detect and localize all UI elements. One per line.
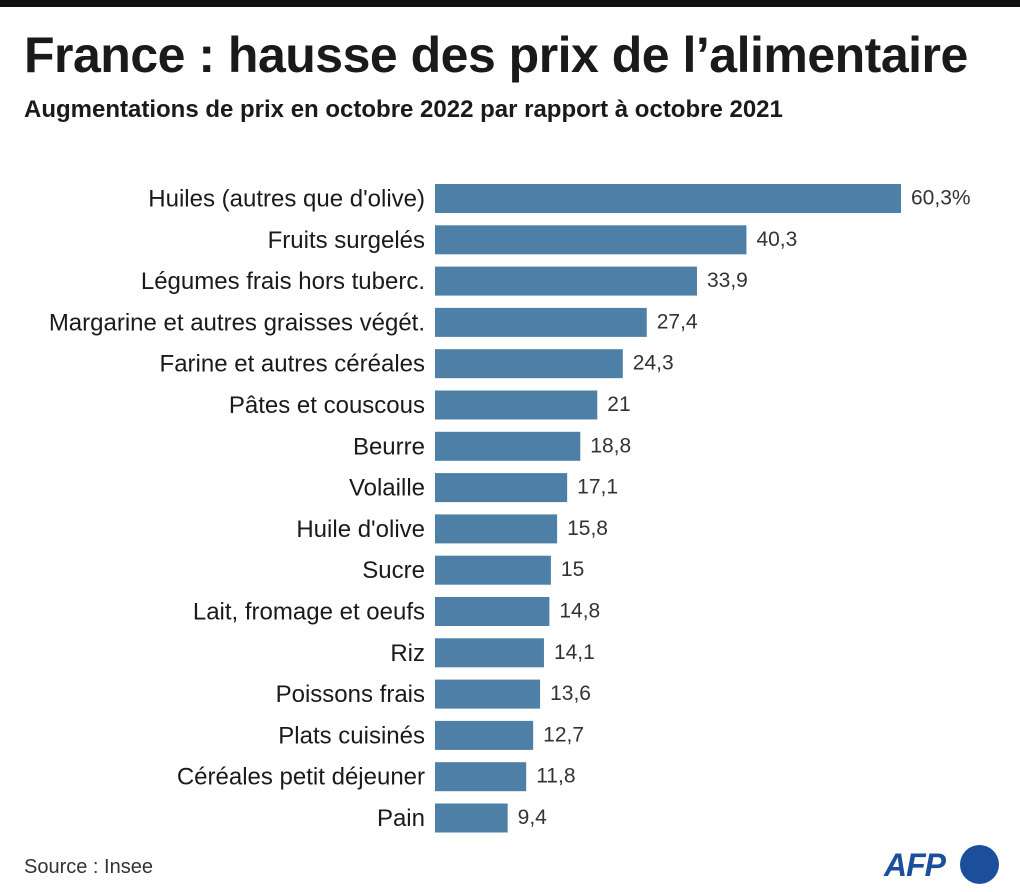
category-label: Volaille bbox=[349, 475, 425, 502]
source-note: Source : Insee bbox=[24, 856, 153, 878]
category-label: Riz bbox=[390, 640, 425, 667]
top-rule bbox=[0, 0, 1020, 7]
category-label: Pâtes et couscous bbox=[229, 392, 425, 419]
bar bbox=[435, 514, 558, 544]
category-label: Farine et autres céréales bbox=[160, 351, 425, 378]
bar bbox=[435, 225, 747, 255]
bar bbox=[435, 184, 901, 213]
data-label: 40,3 bbox=[756, 228, 797, 251]
chart-subtitle: Augmentations de prix en octobre 2022 pa… bbox=[24, 96, 783, 123]
category-label: Céréales petit déjeuner bbox=[177, 764, 425, 791]
category-label: Poissons frais bbox=[276, 681, 425, 708]
bar bbox=[435, 597, 550, 626]
category-label: Sucre bbox=[362, 557, 425, 584]
afp-logo-text: AFP bbox=[884, 847, 946, 883]
data-label: 15 bbox=[561, 558, 584, 581]
bar bbox=[435, 307, 647, 337]
data-label: 27,4 bbox=[657, 310, 698, 333]
category-label: Beurre bbox=[353, 433, 425, 460]
bar bbox=[435, 390, 598, 420]
data-label: 33,9 bbox=[707, 269, 748, 292]
bar bbox=[435, 349, 623, 379]
bar bbox=[435, 266, 697, 296]
bar bbox=[435, 720, 534, 750]
category-label: Huile d'olive bbox=[296, 516, 425, 543]
data-label: 15,8 bbox=[567, 517, 608, 540]
bar bbox=[435, 762, 527, 792]
data-label: 14,8 bbox=[559, 600, 600, 623]
category-label: Légumes frais hors tuberc. bbox=[141, 268, 425, 295]
data-label: 18,8 bbox=[590, 434, 631, 457]
data-label: 14,1 bbox=[554, 641, 595, 664]
data-label: 17,1 bbox=[577, 476, 618, 499]
bar bbox=[435, 679, 541, 709]
data-label: 21 bbox=[607, 393, 630, 416]
bar bbox=[435, 431, 581, 461]
bar bbox=[435, 555, 551, 585]
bar bbox=[435, 803, 508, 833]
category-label: Huiles (autres que d'olive) bbox=[148, 186, 425, 213]
category-label: Pain bbox=[377, 805, 425, 832]
data-label: 24,3 bbox=[633, 352, 674, 375]
category-label: Lait, fromage et oeufs bbox=[193, 599, 425, 626]
afp-logo: AFP bbox=[884, 845, 1000, 885]
chart-title: France : hausse des prix de l’alimentair… bbox=[24, 27, 968, 83]
category-label: Margarine et autres graisses végét. bbox=[49, 309, 425, 336]
data-label: 11,8 bbox=[536, 765, 575, 788]
category-label: Fruits surgelés bbox=[268, 227, 425, 254]
data-label: 60,3% bbox=[911, 187, 971, 210]
afp-logo-dot-icon bbox=[960, 845, 999, 884]
bar bbox=[435, 638, 544, 668]
data-label: 12,7 bbox=[543, 723, 584, 746]
bar bbox=[435, 473, 568, 503]
data-label: 13,6 bbox=[550, 682, 591, 705]
data-label: 9,4 bbox=[518, 806, 548, 829]
category-label: Plats cuisinés bbox=[278, 722, 425, 749]
